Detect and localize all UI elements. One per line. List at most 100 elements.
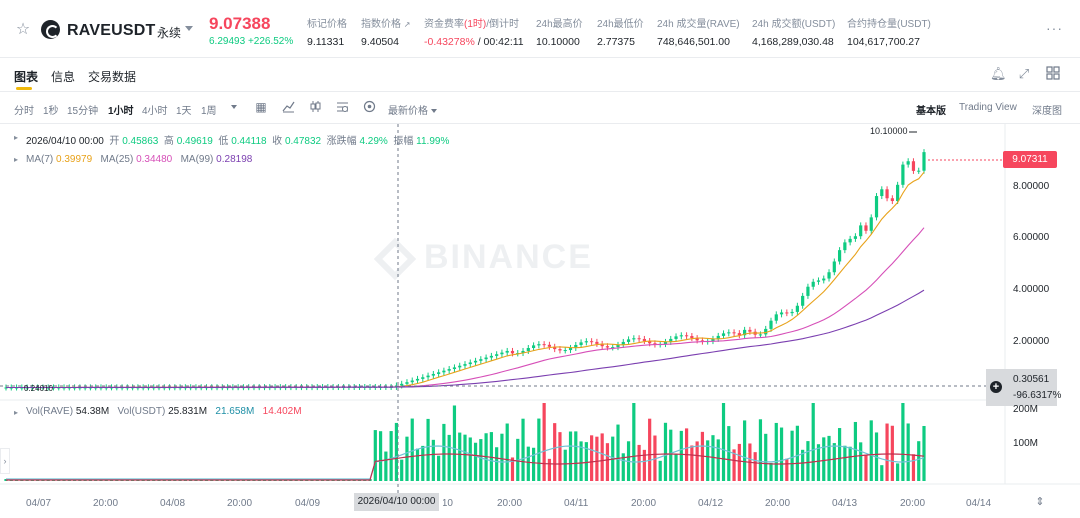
candle-body [890,198,894,202]
volume-bar [816,444,821,481]
x-tick: 04/10 [443,498,453,509]
candle-type-icon[interactable] [308,100,322,114]
favorite-star-icon[interactable]: ☆ [15,21,31,38]
candle-body [669,338,673,342]
stat-24h-turnover: 24h 成交额(USDT) 4,168,289,030.48 [752,19,836,48]
volume-bar [674,454,678,481]
kline-chart[interactable] [0,124,1080,518]
candle-body [415,378,420,381]
interval-4h[interactable]: 4小时 [142,106,168,117]
volume-bar [500,433,504,481]
interval-1w[interactable]: 1周 [201,106,217,117]
collapse-arrow-icon[interactable]: ▸ [14,133,19,142]
volume-bar [378,431,383,481]
indicator-icon[interactable] [281,100,295,114]
candle-body [521,350,525,354]
volume-bar [637,444,641,481]
volume-bar [479,439,483,481]
x-tick: 04/09 [295,498,321,509]
collapse-arrow-icon[interactable]: ▸ [14,155,19,164]
settings-icon[interactable] [335,100,349,114]
stat-24h-low: 24h最低价 2.77375 [597,19,644,48]
candle-body [911,161,916,171]
volume-bar [531,447,536,481]
view-basic[interactable]: 基本版 [916,106,946,117]
volume-bar [853,421,858,481]
candle-body [859,225,863,237]
volume-bar [669,429,673,481]
volume-bar [769,462,773,481]
candle-body [743,329,747,336]
candle-body [505,350,509,353]
volume-bar [785,458,789,481]
candle-body [626,339,631,342]
symbol-dropdown-chevron-icon[interactable] [185,26,193,31]
x-tick: 20:00 [765,498,791,509]
layout-grid-icon[interactable] [1045,66,1061,82]
candle-body [674,336,678,339]
scale-reset-icon[interactable]: ⇕ [1035,496,1045,508]
candle-body [880,189,884,197]
interval-time-sharing[interactable]: 分时 [14,106,34,117]
bell-icon[interactable]: 🔔︎ [990,66,1007,81]
volume-bar [405,436,409,481]
tab-chart[interactable]: 图表 [14,70,39,84]
view-tradingview[interactable]: Trading View [959,102,1017,113]
volume-ma-lines [6,445,925,481]
view-depth[interactable]: 深度图 [1032,106,1062,117]
volume-bar [864,454,868,481]
volume-bar [473,442,478,481]
interval-15m[interactable]: 15分钟 [67,106,99,117]
volume-bar [811,403,815,481]
candle-body [758,334,763,336]
volume-bar [495,447,499,481]
sidebar-expand-handle[interactable]: › [0,448,10,474]
chart-tabs: 图表 信息 交易数据 [0,58,1080,92]
candle-body [526,347,530,351]
tab-info[interactable]: 信息 [51,70,76,84]
price-type-dropdown[interactable]: 最新价格 [388,102,437,117]
candle-body [642,338,646,342]
x-tick: 04/08 [160,498,186,509]
volume-bar [790,430,794,481]
volume-bar [721,403,726,481]
candle-body [721,333,726,336]
volume-bar [384,451,388,481]
volume-bar [779,427,784,481]
candle-body [896,184,900,202]
watermark: BINANCE [424,238,593,276]
candle-body [632,338,636,340]
candle-body [801,295,805,306]
more-options-icon[interactable]: ··· [1046,20,1063,36]
chevron-down-icon [231,105,237,110]
volume-bar [463,434,467,481]
volume-bar [917,441,921,481]
volume-bar [584,442,588,481]
contract-type[interactable]: 永续 [157,26,182,40]
volume-bar [806,441,810,481]
ma-line [6,171,925,389]
target-icon[interactable] [362,100,376,114]
interval-1h[interactable]: 1小时 [108,106,134,117]
candle-body [558,349,562,351]
tab-trading-data[interactable]: 交易数据 [88,70,137,84]
candle-body [595,341,599,344]
calendar-icon[interactable]: ▦ [255,100,267,114]
add-alert-plus-icon[interactable]: + [990,381,1002,393]
candle-body [563,350,567,352]
volume-bar [616,424,620,481]
expand-icon[interactable]: ⤢ [1018,66,1030,81]
interval-1s[interactable]: 1秒 [43,106,59,117]
ma-lines [6,171,925,389]
x-tick: 20:00 [227,498,253,509]
candle-body [727,332,731,334]
collapse-arrow-icon[interactable]: ▸ [14,408,19,417]
volume-bar [795,425,799,481]
candle-body [748,329,752,332]
volume-bar [558,432,562,481]
interval-more-dropdown[interactable] [228,102,237,113]
volume-bar [690,445,694,481]
stat-index-price: 指数价格 ↗ 9.40504 [361,19,411,48]
interval-1d[interactable]: 1天 [176,106,192,117]
symbol-name[interactable]: RAVEUSDT [67,22,156,39]
